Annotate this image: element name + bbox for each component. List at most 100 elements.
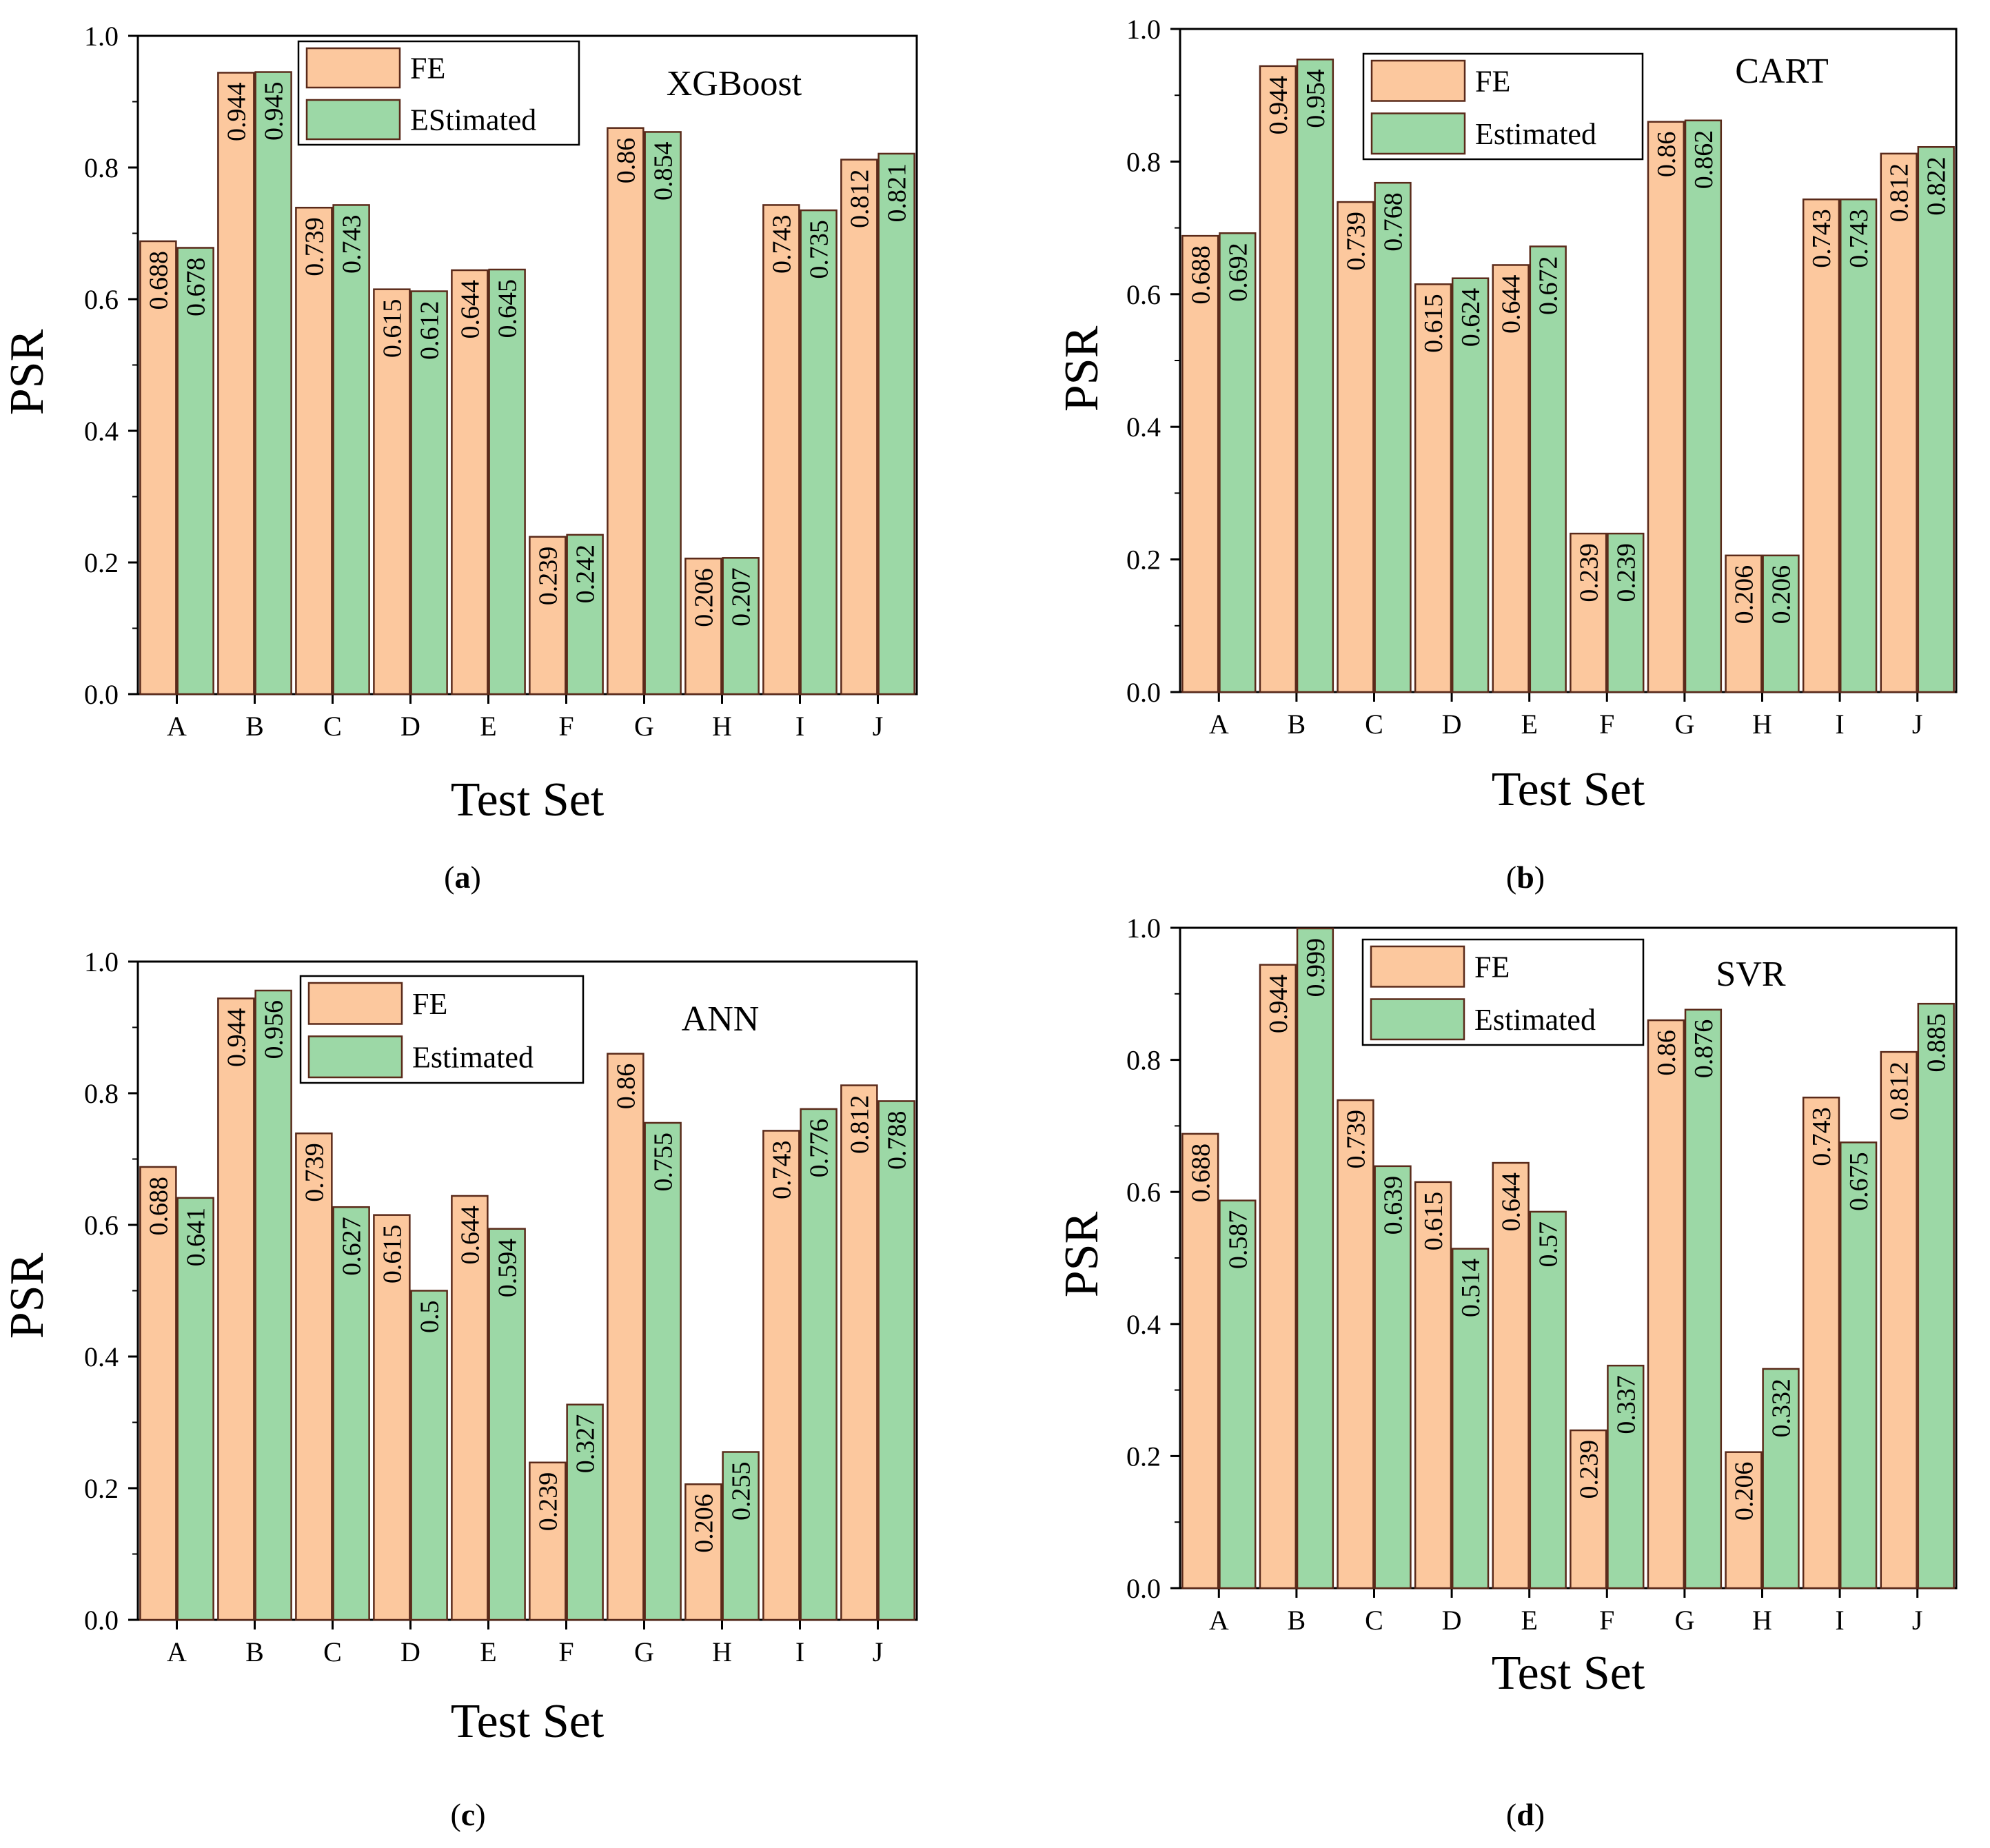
chart-ann: 0.0 0.2 0.4 0.6 0.8 1.0 A 0.688 0.641 B 0.944 0.956… bbox=[1, 946, 918, 1748]
x-tick-label: E bbox=[480, 1636, 496, 1667]
data-label: 0.743 bbox=[338, 214, 367, 274]
chart-svr: 0.0 0.2 0.4 0.6 0.8 1.0 A 0.688 0.587 B 0.944 0.999… bbox=[1055, 917, 1958, 1700]
bar-fe-j bbox=[1880, 152, 1918, 693]
caption-letter: a bbox=[454, 860, 471, 895]
data-label: 0.944 bbox=[1264, 975, 1293, 1034]
bar-fe-f bbox=[529, 1461, 567, 1621]
x-tick-label: F bbox=[1599, 1605, 1614, 1636]
data-label: 0.239 bbox=[1574, 1440, 1603, 1499]
data-label: 0.999 bbox=[1301, 938, 1330, 997]
data-label: 0.255 bbox=[727, 1461, 756, 1521]
data-label: 0.812 bbox=[1885, 163, 1914, 223]
data-label: 0.944 bbox=[1264, 76, 1293, 135]
x-tick-label: G bbox=[1674, 709, 1694, 740]
bar-estimated-e bbox=[488, 1228, 526, 1621]
data-label: 0.956 bbox=[260, 1000, 289, 1059]
data-label: 0.624 bbox=[1456, 288, 1485, 347]
bar-estimated-d bbox=[1451, 277, 1490, 693]
data-label: 0.615 bbox=[378, 1225, 407, 1284]
data-label: 0.688 bbox=[144, 251, 173, 310]
data-label: 0.678 bbox=[182, 258, 211, 317]
bar-fe-b bbox=[217, 997, 255, 1621]
data-label: 0.327 bbox=[571, 1414, 600, 1474]
caption-close: ) bbox=[470, 860, 481, 895]
x-tick-label: J bbox=[1912, 709, 1923, 740]
x-tick-label: F bbox=[558, 1636, 573, 1667]
x-tick-label: J bbox=[873, 711, 884, 742]
bar-estimated-g bbox=[644, 131, 682, 695]
bar-fe-e bbox=[451, 269, 489, 695]
data-label: 0.337 bbox=[1612, 1375, 1641, 1434]
x-tick-label: I bbox=[1835, 709, 1844, 740]
data-label: 0.743 bbox=[1807, 209, 1836, 268]
x-tick-label: B bbox=[1288, 709, 1306, 740]
bar-fe-j bbox=[1880, 1050, 1918, 1590]
data-label: 0.612 bbox=[416, 301, 445, 361]
data-label: 0.594 bbox=[494, 1239, 522, 1298]
x-tick-label: B bbox=[245, 1636, 264, 1667]
bar-fe-c bbox=[1337, 1099, 1374, 1590]
bar-fe-c bbox=[295, 207, 333, 695]
x-tick-label: A bbox=[1209, 709, 1229, 740]
data-label: 0.854 bbox=[649, 141, 678, 201]
bar-fe-b bbox=[217, 72, 255, 695]
data-label: 0.86 bbox=[611, 1064, 640, 1110]
legend-swatch-estimated bbox=[1370, 112, 1466, 155]
y-tick-label: 1.0 bbox=[84, 21, 119, 52]
data-label: 0.639 bbox=[1379, 1176, 1408, 1235]
bar-estimated-j bbox=[1917, 1002, 1955, 1590]
data-label: 0.86 bbox=[1652, 132, 1681, 178]
x-tick-label: B bbox=[1288, 1605, 1306, 1636]
data-label: 0.644 bbox=[1497, 1172, 1526, 1232]
x-tick-label: G bbox=[634, 711, 654, 742]
bar-fe-i bbox=[762, 1130, 800, 1621]
bar-estimated-h bbox=[722, 557, 760, 695]
bar-fe-d bbox=[1414, 283, 1452, 693]
x-tick-label: A bbox=[167, 711, 187, 742]
bar-estimated-e bbox=[1529, 245, 1567, 693]
data-label: 0.5 bbox=[416, 1301, 445, 1334]
bar-estimated-b bbox=[254, 989, 292, 1621]
caption-c: (c) bbox=[399, 1796, 537, 1833]
data-label: 0.627 bbox=[338, 1217, 367, 1276]
bar-estimated-a bbox=[176, 247, 214, 695]
data-label: 0.739 bbox=[300, 1143, 329, 1202]
bar-fe-h bbox=[1725, 1451, 1763, 1590]
bar-estimated-g bbox=[1684, 1008, 1723, 1590]
caption-a: (a) bbox=[394, 859, 531, 895]
bar-fe-b bbox=[1259, 964, 1297, 1590]
legend-swatch-estimated bbox=[307, 1035, 403, 1079]
bar-fe-g bbox=[1647, 1019, 1685, 1590]
x-tick-label: E bbox=[1521, 1605, 1537, 1636]
bar-fe-c bbox=[1337, 201, 1374, 693]
legend-swatch-fe bbox=[305, 47, 401, 89]
data-label: 0.206 bbox=[1729, 565, 1758, 625]
bar-fe-a bbox=[139, 1166, 177, 1621]
data-label: 0.206 bbox=[689, 1494, 718, 1553]
bar-estimated-j bbox=[877, 1100, 915, 1621]
y-tick-label: 1.0 bbox=[1126, 917, 1161, 944]
legend-label-estimated: Estimated bbox=[412, 1040, 534, 1074]
bar-fe-b bbox=[1259, 65, 1297, 693]
bar-fe-d bbox=[373, 288, 411, 695]
data-label: 0.207 bbox=[727, 567, 756, 627]
bar-estimated-h bbox=[1762, 1368, 1800, 1590]
data-label: 0.739 bbox=[1341, 212, 1370, 271]
legend-swatch-fe bbox=[1370, 945, 1465, 988]
y-tick-label: 0.6 bbox=[84, 1210, 119, 1241]
caption-letter: b bbox=[1516, 860, 1534, 895]
x-tick-label: I bbox=[1835, 1605, 1844, 1636]
data-label: 0.86 bbox=[611, 138, 640, 184]
x-axis-label: Test Set bbox=[451, 1695, 605, 1748]
x-tick-label: H bbox=[1752, 1605, 1772, 1636]
data-label: 0.885 bbox=[1922, 1013, 1951, 1073]
x-tick-label: E bbox=[480, 711, 496, 742]
bar-fe-i bbox=[762, 204, 800, 695]
data-label: 0.876 bbox=[1689, 1019, 1718, 1079]
data-label: 0.86 bbox=[1652, 1030, 1681, 1076]
bar-estimated-i bbox=[1839, 1141, 1878, 1590]
bar-fe-c bbox=[295, 1133, 333, 1621]
bar-estimated-e bbox=[488, 268, 526, 695]
x-tick-label: H bbox=[712, 711, 732, 742]
x-axis-label: Test Set bbox=[1492, 1647, 1645, 1700]
